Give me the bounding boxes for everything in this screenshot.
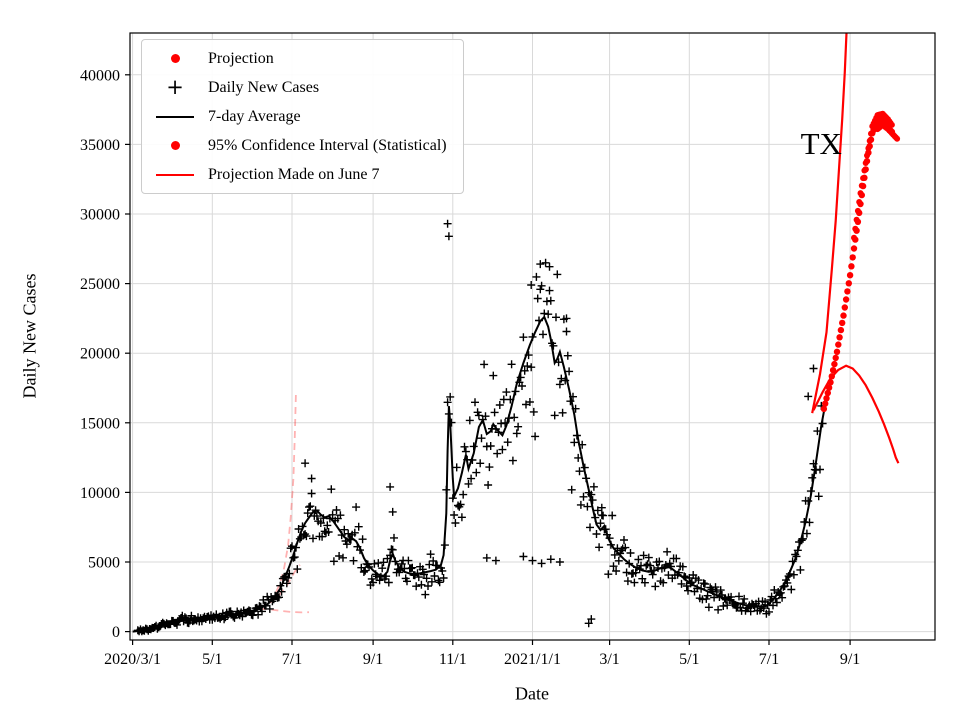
black-line-swatch-icon: [152, 115, 198, 118]
y-tick-label: 10000: [80, 485, 120, 502]
x-tick-label: 2020/3/1: [104, 651, 161, 668]
projection-line-steep: [811, 33, 848, 414]
y-tick-label: 5000: [88, 555, 120, 572]
x-tick-label: 2021/1/1: [504, 651, 561, 668]
legend-item-7day-average: 7-day Average: [152, 105, 447, 128]
y-tick-label: 35000: [80, 137, 120, 154]
y-tick-label: 25000: [80, 276, 120, 293]
ci-lower-dots: [874, 121, 901, 142]
legend-item-confidence-interval: 95% Confidence Interval (Statistical): [152, 134, 447, 157]
legend: Projection + Daily New Cases 7-day Avera…: [141, 39, 464, 194]
x-axis-label: Date: [515, 683, 549, 704]
legend-label-projection: Projection: [208, 49, 274, 67]
june7-faded-projection-2: [259, 607, 310, 614]
x-tick-label: 3/1: [599, 651, 619, 668]
red-line-swatch-icon: [152, 173, 198, 176]
legend-item-projection: Projection: [152, 47, 447, 70]
red-dot-marker-icon: [152, 54, 198, 63]
grid: [130, 33, 935, 640]
seven-day-average-line: [132, 315, 825, 633]
legend-item-daily-new-cases: + Daily New Cases: [166, 74, 320, 99]
ci-upper-dots: [851, 110, 895, 241]
legend-label-7day-average: 7-day Average: [208, 107, 301, 125]
june7-faded-projection-0: [258, 390, 297, 610]
red-dot-marker-icon: [152, 141, 198, 150]
x-tick-label: 9/1: [363, 651, 383, 668]
x-tick-label: 5/1: [202, 651, 222, 668]
x-tick-label: 5/1: [679, 651, 699, 668]
y-tick-label: 20000: [80, 346, 120, 363]
legend-label-projection-june7: Projection Made on June 7: [208, 165, 380, 183]
x-tick-label: 7/1: [282, 651, 302, 668]
tx-annotation: TX: [801, 126, 842, 161]
projection-line-decline: [812, 364, 900, 464]
x-tick-label: 9/1: [840, 651, 860, 668]
y-axis-label: Daily New Cases: [19, 273, 40, 399]
plot-data: [132, 33, 901, 636]
axis-ticks: 2020/3/1 5/1 7/1 9/1 11/1 2021/1/1 3/1 5/1 7/1 9/…: [80, 67, 860, 668]
legend-label-daily-new-cases: Daily New Cases: [208, 78, 320, 96]
y-tick-label: 40000: [80, 67, 120, 84]
daily-new-cases-scatter: [133, 219, 827, 636]
x-tick-label: 11/1: [439, 651, 467, 668]
y-tick-label: 0: [112, 624, 120, 641]
legend-label-confidence-interval: 95% Confidence Interval (Statistical): [208, 136, 447, 154]
legend-item-projection-june7: Projection Made on June 7: [152, 163, 447, 186]
x-tick-label: 7/1: [759, 651, 779, 668]
y-tick-label: 15000: [80, 415, 120, 432]
y-tick-label: 30000: [80, 207, 120, 224]
